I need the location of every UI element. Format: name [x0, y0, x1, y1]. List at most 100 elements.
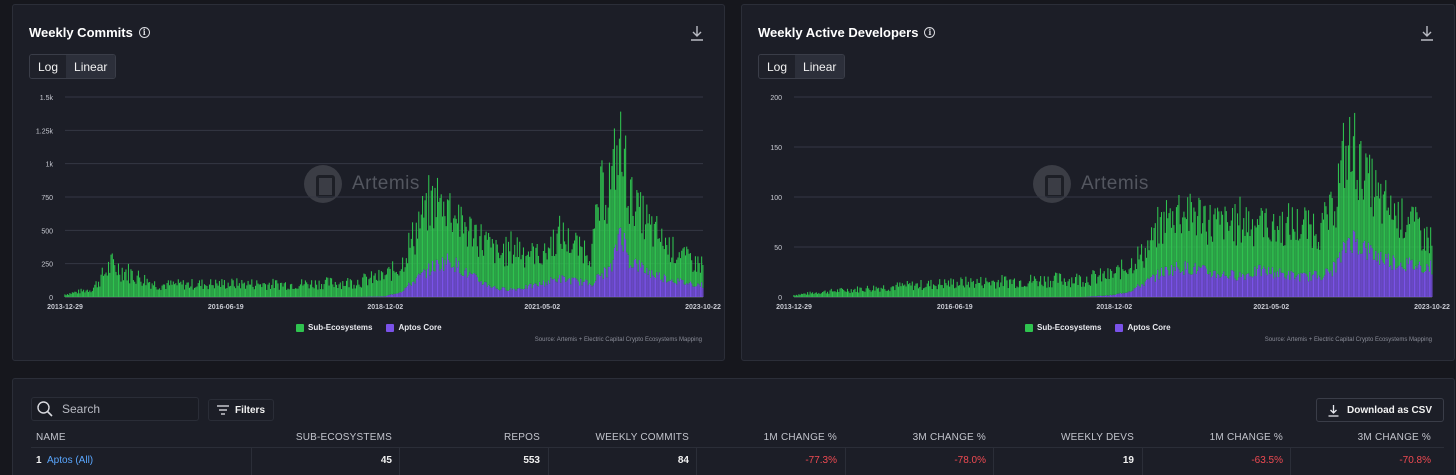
bar-sub-ecosystems [566, 251, 568, 281]
bar-aptos-core [1203, 265, 1205, 297]
bar-sub-ecosystems [930, 279, 932, 297]
bar-aptos-core [1303, 272, 1305, 297]
bar-sub-ecosystems [302, 285, 304, 297]
scale-linear-button[interactable]: Linear [66, 55, 116, 78]
bar-sub-ecosystems [954, 288, 956, 297]
bar-aptos-core [1172, 275, 1174, 297]
scale-log-button[interactable]: Log [30, 55, 67, 78]
filters-button[interactable]: Filters [208, 399, 275, 421]
bar-sub-ecosystems [886, 290, 888, 297]
bar-sub-ecosystems [552, 229, 554, 280]
bar-sub-ecosystems [316, 284, 318, 297]
legend-item-aptos-core[interactable]: Aptos Core [1115, 323, 1171, 332]
bar-sub-ecosystems [99, 286, 101, 297]
bar-sub-ecosystems [1354, 112, 1356, 232]
column-header-weekly-devs[interactable]: WEEKLY DEVS [1061, 432, 1134, 443]
bar-sub-ecosystems [226, 288, 228, 297]
column-header-commits-1m-change[interactable]: 1M CHANGE % [763, 432, 837, 443]
info-icon[interactable]: i [924, 27, 936, 38]
bar-sub-ecosystems [917, 288, 920, 297]
bar-sub-ecosystems [1369, 154, 1371, 254]
bar-aptos-core [1246, 273, 1249, 297]
column-header-devs-3m-change[interactable]: 3M CHANGE % [1357, 432, 1431, 443]
bar-aptos-core [607, 266, 609, 297]
bar-sub-ecosystems [1285, 223, 1287, 280]
bar-sub-ecosystems [1050, 280, 1052, 297]
column-header-devs-1m-change[interactable]: 1M CHANGE % [1209, 432, 1283, 443]
bar-sub-ecosystems [124, 271, 126, 297]
scale-log-button[interactable]: Log [759, 55, 796, 78]
bar-sub-ecosystems [833, 291, 835, 297]
bar-sub-ecosystems [1299, 238, 1301, 282]
bar-sub-ecosystems [1396, 228, 1398, 268]
bar-sub-ecosystems [269, 288, 272, 297]
bar-aptos-core [1269, 273, 1271, 297]
legend-item-sub-ecosystems[interactable]: Sub-Ecosystems [296, 323, 372, 332]
bar-sub-ecosystems [661, 228, 663, 280]
bar-sub-ecosystems [95, 281, 97, 297]
column-header-sub-ecosystems[interactable]: SUB-ECOSYSTEMS [295, 432, 392, 443]
bar-sub-ecosystems [820, 293, 822, 297]
bar-sub-ecosystems [697, 256, 699, 284]
search-box[interactable] [31, 397, 199, 421]
bar-sub-ecosystems [372, 283, 374, 297]
bar-aptos-core [1261, 268, 1263, 297]
download-icon[interactable] [690, 25, 704, 41]
bar-sub-ecosystems [260, 284, 262, 297]
bar-aptos-core [436, 259, 439, 297]
download-csv-button[interactable]: Download as CSV [1315, 398, 1444, 422]
bar-aptos-core [1305, 274, 1307, 297]
bar-sub-ecosystems [989, 282, 991, 297]
bar-sub-ecosystems [248, 284, 250, 297]
bar-aptos-core [384, 296, 386, 297]
bar-aptos-core [547, 280, 549, 297]
legend-item-sub-ecosystems[interactable]: Sub-Ecosystems [1025, 323, 1101, 332]
bar-sub-ecosystems [88, 291, 90, 297]
bar-sub-ecosystems [1040, 276, 1042, 297]
bar-aptos-core [1104, 295, 1106, 297]
bar-sub-ecosystems [350, 280, 353, 297]
bar-sub-ecosystems [1280, 242, 1282, 273]
bar-sub-ecosystems [648, 214, 650, 271]
bar-sub-ecosystems [1416, 212, 1418, 269]
bar-sub-ecosystems [576, 235, 578, 280]
bar-aptos-core [1251, 277, 1253, 297]
bar-sub-ecosystems [682, 248, 684, 280]
info-icon[interactable]: i [138, 27, 150, 38]
bar-sub-ecosystems [825, 293, 827, 297]
bar-aptos-core [1405, 271, 1407, 297]
bar-sub-ecosystems [803, 293, 805, 297]
column-header-commits-3m-change[interactable]: 3M CHANGE % [912, 432, 986, 443]
weekly-active-developers-panel: Weekly Active Developers i Log Linear Ar… [741, 4, 1455, 361]
scale-linear-button[interactable]: Linear [795, 55, 845, 78]
bar-aptos-core [1298, 273, 1300, 297]
bar-sub-ecosystems [1377, 182, 1379, 254]
bar-sub-ecosystems [510, 231, 512, 288]
legend-item-aptos-core[interactable]: Aptos Core [386, 323, 442, 332]
search-input[interactable] [62, 402, 192, 416]
bar-sub-ecosystems [975, 283, 977, 297]
bar-aptos-core [1175, 261, 1177, 297]
bar-sub-ecosystems [137, 270, 139, 297]
bar-aptos-core [1263, 266, 1265, 297]
download-icon[interactable] [1420, 25, 1434, 41]
ecosystem-link-aptos-all[interactable]: Aptos (All) [47, 455, 94, 466]
column-header-weekly-commits[interactable]: WEEKLY COMMITS [595, 432, 689, 443]
bar-sub-ecosystems [1379, 198, 1381, 265]
bar-sub-ecosystems [89, 290, 91, 297]
bar-aptos-core [1311, 275, 1313, 297]
bar-sub-ecosystems [430, 190, 432, 272]
bar-sub-ecosystems [1391, 219, 1393, 270]
bar-sub-ecosystems [120, 281, 122, 297]
bar-sub-ecosystems [321, 283, 323, 297]
column-header-name[interactable]: NAME [36, 432, 66, 443]
bar-sub-ecosystems [277, 283, 279, 297]
bar-sub-ecosystems [952, 279, 954, 297]
bar-sub-ecosystems [110, 254, 112, 297]
bar-aptos-core [466, 277, 468, 297]
bar-aptos-core [577, 281, 579, 297]
bar-sub-ecosystems [130, 269, 132, 297]
bar-sub-ecosystems [984, 284, 986, 297]
bar-sub-ecosystems [841, 288, 844, 297]
column-header-repos[interactable]: REPOS [503, 432, 540, 443]
